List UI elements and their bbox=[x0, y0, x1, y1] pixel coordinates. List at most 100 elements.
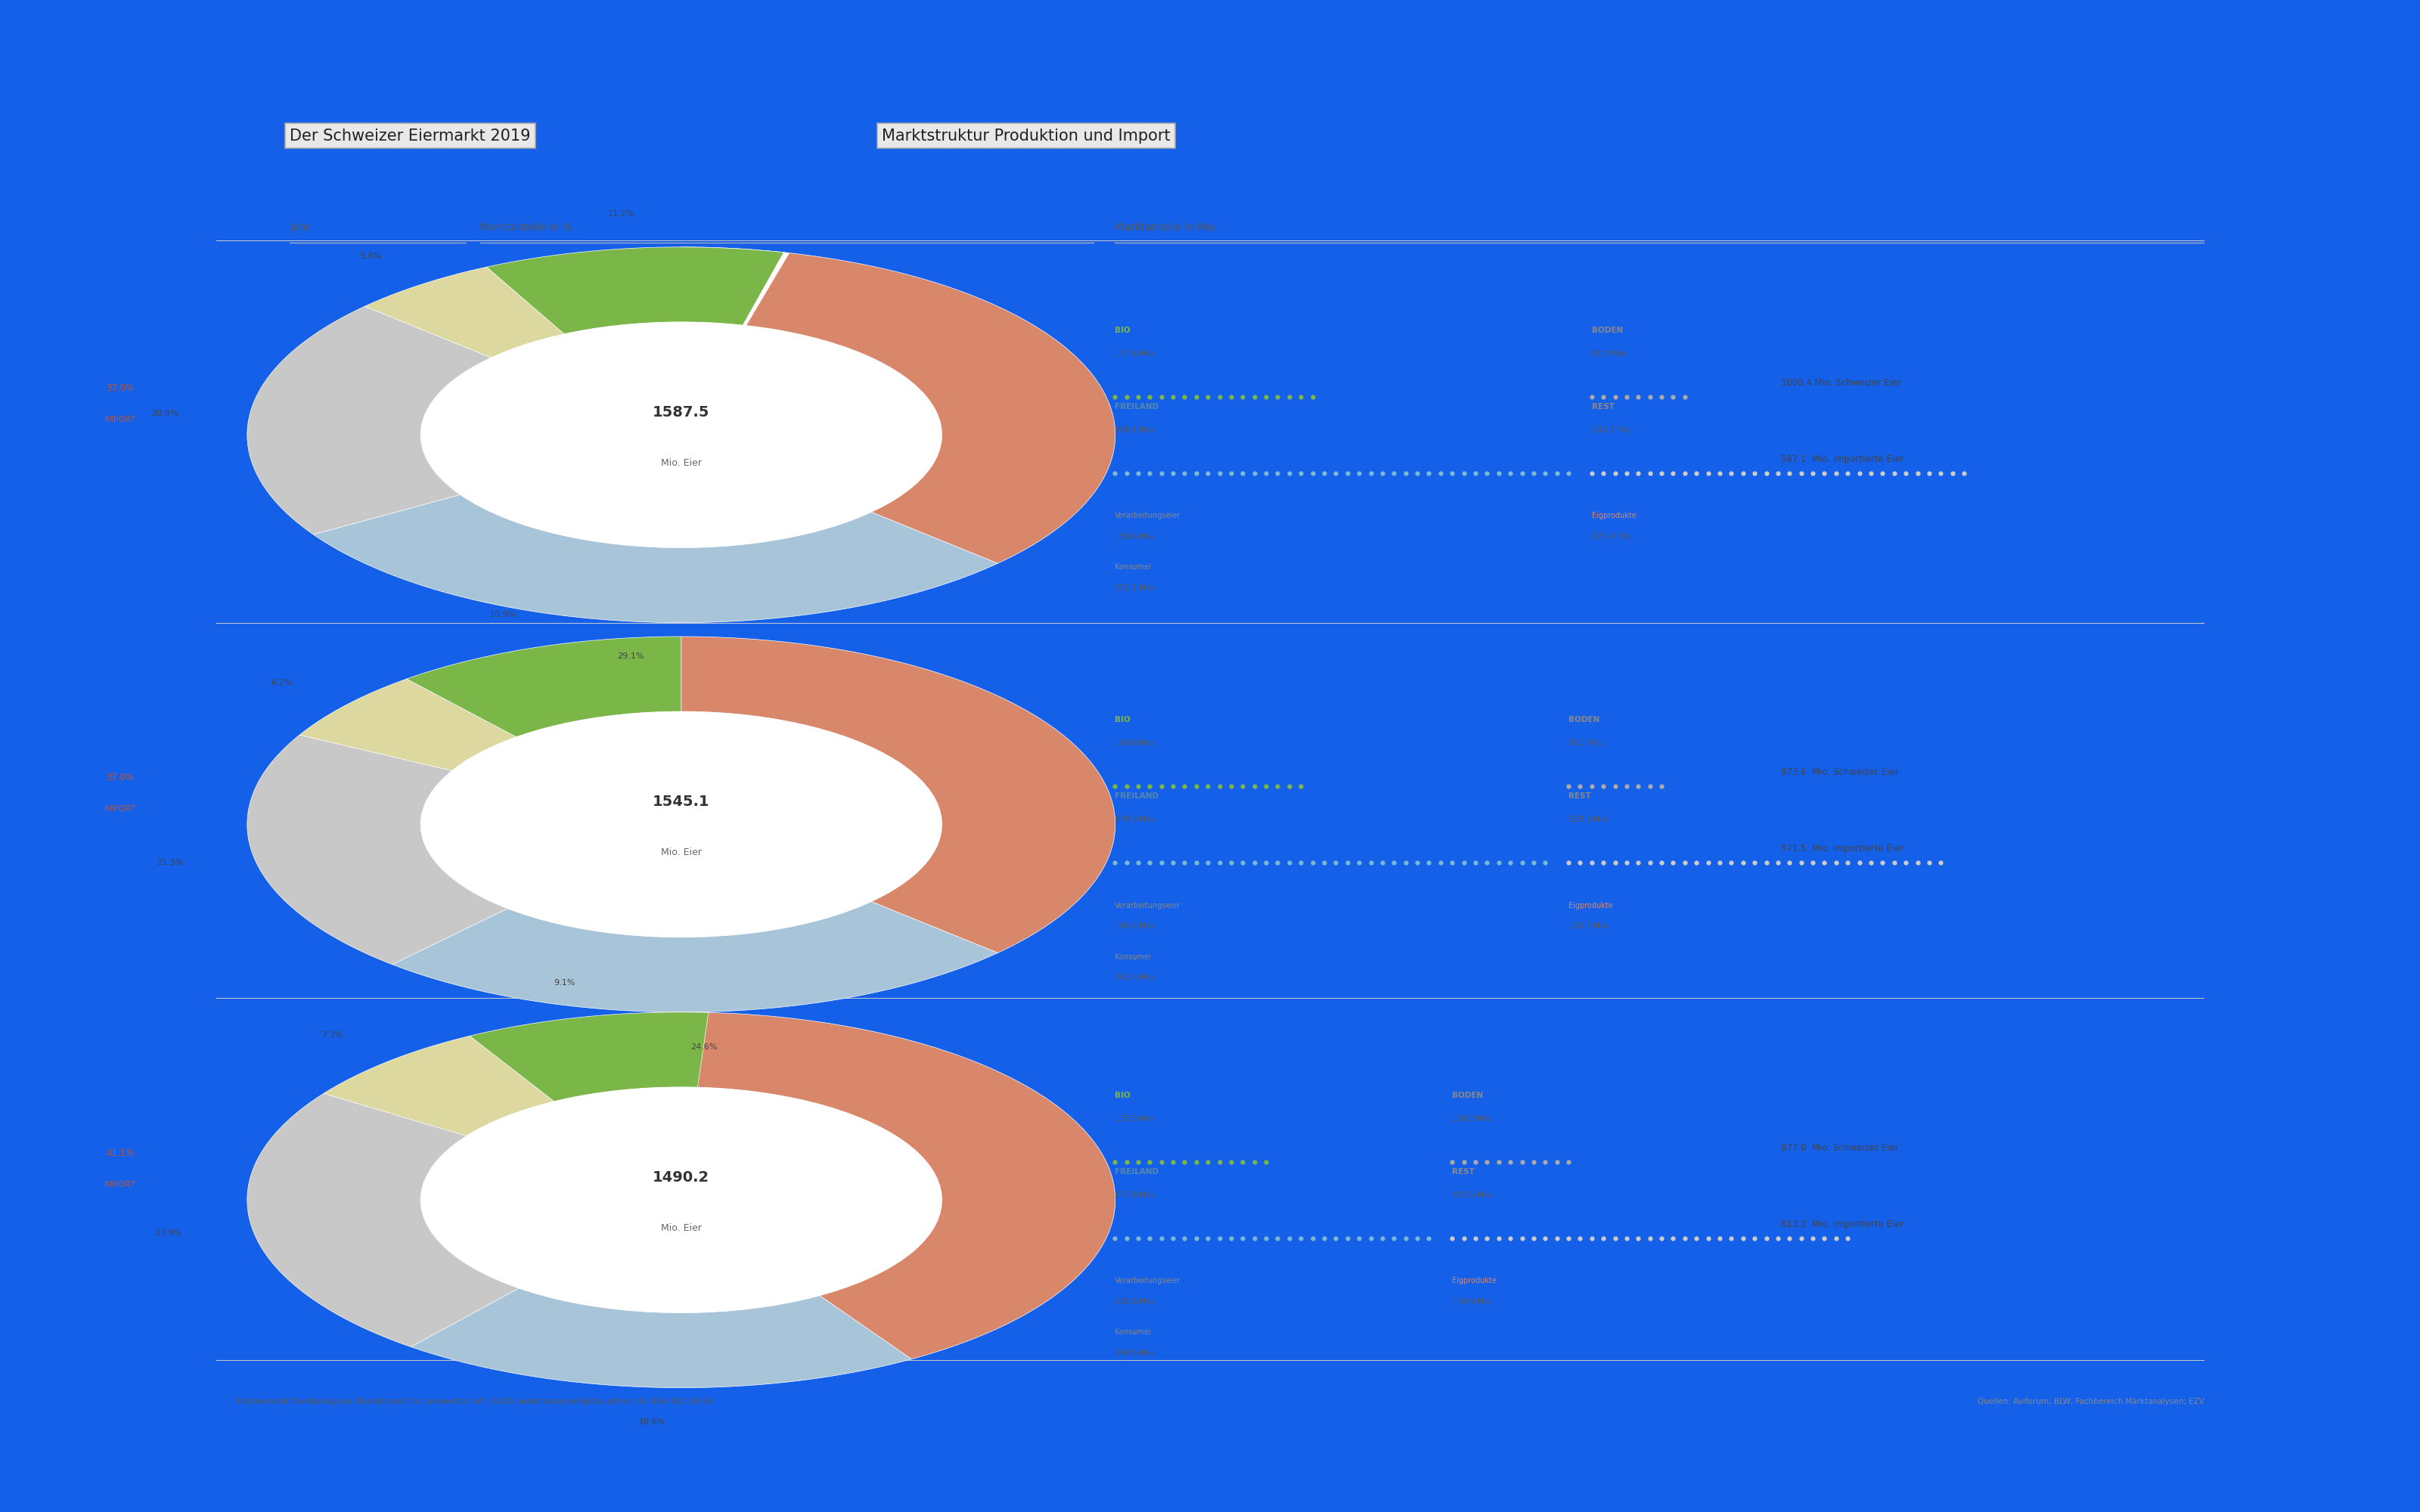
Polygon shape bbox=[743, 253, 789, 325]
Text: IMPORT: IMPORT bbox=[104, 1181, 136, 1188]
Text: 877.0  Mio. Schweizer Eier: 877.0 Mio. Schweizer Eier bbox=[1781, 1143, 1900, 1152]
Text: 91.9 Mio.: 91.9 Mio. bbox=[1592, 351, 1629, 358]
Text: 332.8 Mio.: 332.8 Mio. bbox=[1592, 426, 1634, 434]
Text: Konsumei: Konsumei bbox=[1116, 953, 1152, 960]
Text: Marktstruktur Produktion und Import: Marktstruktur Produktion und Import bbox=[883, 129, 1171, 144]
Text: 5.6%: 5.6% bbox=[361, 253, 382, 260]
Polygon shape bbox=[421, 322, 941, 547]
Text: 21.3%: 21.3% bbox=[157, 859, 184, 866]
Text: 135.5 Mio.: 135.5 Mio. bbox=[1116, 1116, 1157, 1123]
Polygon shape bbox=[392, 901, 997, 1012]
Text: 163.7 Mio.: 163.7 Mio. bbox=[1568, 922, 1609, 930]
Text: 166.4 Mio.: 166.4 Mio. bbox=[1116, 922, 1157, 930]
Text: 24.6%: 24.6% bbox=[690, 1043, 716, 1051]
Text: Quellen: Aviforum; BLW, Fachbereich Marktanalysen; EZV: Quellen: Aviforum; BLW, Fachbereich Mark… bbox=[1977, 1397, 2205, 1406]
Text: 9.1%: 9.1% bbox=[554, 980, 576, 987]
Text: 355.5 Mio.: 355.5 Mio. bbox=[1452, 1191, 1493, 1199]
Text: BIO: BIO bbox=[1116, 327, 1130, 334]
Text: 11.2%: 11.2% bbox=[607, 210, 634, 218]
Polygon shape bbox=[682, 246, 1116, 564]
Text: REST: REST bbox=[1452, 1167, 1474, 1176]
Text: BODEN: BODEN bbox=[1592, 327, 1624, 334]
Text: 2013–2017: 2013–2017 bbox=[300, 1194, 365, 1205]
Text: 1000.4 Mio. Schweizer Eier: 1000.4 Mio. Schweizer Eier bbox=[1781, 378, 1902, 387]
Text: Fachbereich Marktanalysen, Bundesamt für Landwirtschaft (BLW), marktanalysen@blw: Fachbereich Marktanalysen, Bundesamt für… bbox=[237, 1397, 711, 1406]
Polygon shape bbox=[407, 637, 682, 736]
Text: 176.4 Mio.: 176.4 Mio. bbox=[1592, 532, 1634, 540]
Text: 108.2 Mio.: 108.2 Mio. bbox=[1452, 1116, 1493, 1123]
Text: Jahr: Jahr bbox=[290, 222, 310, 233]
Polygon shape bbox=[682, 637, 1116, 953]
Text: Verarbeitungseier: Verarbeitungseier bbox=[1116, 901, 1181, 909]
Text: 587.1  Mio. importierte Eier: 587.1 Mio. importierte Eier bbox=[1781, 454, 1905, 464]
Polygon shape bbox=[421, 712, 941, 937]
Text: IMPORT: IMPORT bbox=[104, 416, 136, 423]
Text: 1545.1: 1545.1 bbox=[653, 795, 709, 809]
Text: 170.9 Mio.: 170.9 Mio. bbox=[1452, 1297, 1493, 1305]
Text: 973.6  Mio. Schweizer Eier: 973.6 Mio. Schweizer Eier bbox=[1781, 767, 1900, 777]
Text: 37.0%: 37.0% bbox=[106, 773, 136, 782]
Text: 1490.2: 1490.2 bbox=[653, 1170, 709, 1184]
Text: Konsumei: Konsumei bbox=[1116, 1329, 1152, 1337]
Text: Mio. Eier: Mio. Eier bbox=[661, 458, 702, 467]
Polygon shape bbox=[421, 1087, 941, 1312]
Text: Marktanteile in %: Marktanteile in % bbox=[479, 222, 574, 233]
Text: BIO: BIO bbox=[1116, 715, 1130, 723]
Text: 398.1 Mio.: 398.1 Mio. bbox=[1116, 426, 1157, 434]
Text: REST: REST bbox=[1568, 792, 1590, 800]
Text: BIO: BIO bbox=[1116, 1092, 1130, 1099]
Text: 241.4 Mio.: 241.4 Mio. bbox=[1116, 974, 1157, 981]
Text: 571.5  Mio. importierte Eier: 571.5 Mio. importierte Eier bbox=[1781, 844, 1905, 854]
Polygon shape bbox=[312, 494, 997, 623]
Text: 158.6 Mio.: 158.6 Mio. bbox=[1116, 532, 1157, 540]
Polygon shape bbox=[486, 246, 784, 334]
Text: Mio. Eier: Mio. Eier bbox=[661, 1223, 702, 1232]
Polygon shape bbox=[411, 1288, 912, 1388]
Text: 20.9%: 20.9% bbox=[152, 410, 179, 417]
Text: 37.0%: 37.0% bbox=[106, 383, 136, 393]
Text: 2018: 2018 bbox=[300, 818, 329, 830]
Text: FREILAND: FREILAND bbox=[1116, 1167, 1159, 1176]
Text: REST: REST bbox=[1592, 402, 1614, 410]
Text: Marktanteile in Mio.: Marktanteile in Mio. bbox=[1116, 222, 1220, 233]
Text: 329.3 Mio.: 329.3 Mio. bbox=[1568, 816, 1609, 824]
Text: 379.3 Mio.: 379.3 Mio. bbox=[1116, 816, 1157, 824]
Text: 29.1%: 29.1% bbox=[617, 653, 644, 661]
Text: FREILAND: FREILAND bbox=[1116, 792, 1159, 800]
Text: 6.2%: 6.2% bbox=[271, 679, 293, 686]
Polygon shape bbox=[324, 1036, 554, 1136]
Text: 10.9%: 10.9% bbox=[491, 611, 518, 618]
Text: 252.1 Mio.: 252.1 Mio. bbox=[1116, 584, 1157, 591]
Polygon shape bbox=[682, 1012, 1116, 1359]
Text: Eigprodukte: Eigprodukte bbox=[1592, 513, 1636, 520]
Text: 19.6%: 19.6% bbox=[639, 1418, 666, 1426]
Polygon shape bbox=[300, 679, 515, 771]
Text: BODEN: BODEN bbox=[1452, 1092, 1483, 1099]
Text: 23.9%: 23.9% bbox=[155, 1229, 182, 1237]
Text: 41.1%: 41.1% bbox=[106, 1148, 136, 1158]
Text: BODEN: BODEN bbox=[1568, 715, 1600, 723]
Text: 277.8 Mio.: 277.8 Mio. bbox=[1116, 1191, 1157, 1199]
Polygon shape bbox=[247, 307, 491, 534]
Text: Konsumei: Konsumei bbox=[1116, 564, 1152, 572]
Polygon shape bbox=[247, 1093, 518, 1347]
Text: 1587.5: 1587.5 bbox=[653, 405, 709, 419]
Text: Eigprodukte: Eigprodukte bbox=[1568, 901, 1614, 909]
Polygon shape bbox=[247, 735, 508, 965]
Text: 168.8 Mio.: 168.8 Mio. bbox=[1116, 739, 1157, 747]
Text: 613.2  Mio. importierte Eier: 613.2 Mio. importierte Eier bbox=[1781, 1219, 1905, 1229]
Polygon shape bbox=[365, 268, 564, 358]
Text: FREILAND: FREILAND bbox=[1116, 402, 1159, 410]
Text: 240.5 Mio.: 240.5 Mio. bbox=[1116, 1349, 1157, 1358]
Text: 96.2 Mio.: 96.2 Mio. bbox=[1568, 739, 1604, 747]
Text: 7.3%: 7.3% bbox=[322, 1031, 344, 1039]
Polygon shape bbox=[469, 1012, 709, 1102]
Text: 2019: 2019 bbox=[300, 429, 329, 440]
Text: 201.8 Mio.: 201.8 Mio. bbox=[1116, 1297, 1157, 1305]
Text: Der Schweizer Eiermarkt 2019: Der Schweizer Eiermarkt 2019 bbox=[290, 129, 530, 144]
Text: Eigprodukte: Eigprodukte bbox=[1452, 1278, 1496, 1285]
Text: 177.6 Mio.: 177.6 Mio. bbox=[1116, 351, 1157, 358]
Text: Verarbeitungseier: Verarbeitungseier bbox=[1116, 513, 1181, 520]
Text: Mio. Eier: Mio. Eier bbox=[661, 848, 702, 857]
Text: IMPORT: IMPORT bbox=[104, 806, 136, 813]
